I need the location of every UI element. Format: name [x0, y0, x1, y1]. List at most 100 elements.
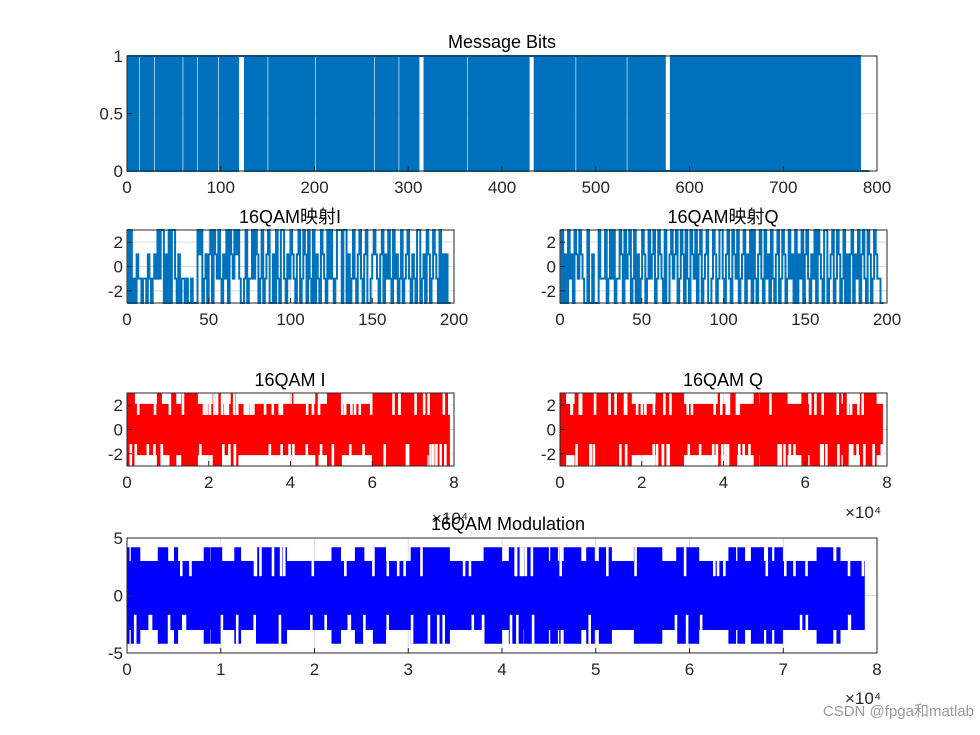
symbol-gap — [439, 444, 442, 466]
x-tick-label: 6 — [801, 473, 810, 492]
symbol-gap — [640, 393, 644, 415]
symbol-gap — [280, 393, 284, 415]
y-tick-label: 0 — [114, 258, 123, 277]
symbol-gap — [226, 393, 230, 415]
symbol-gap — [259, 547, 262, 577]
symbol-gap — [847, 614, 851, 644]
symbol-gap — [769, 393, 772, 415]
y-tick-label: 2 — [547, 233, 556, 252]
symbol-gap — [168, 393, 172, 415]
symbol-gap — [530, 547, 534, 577]
symbol-gap — [244, 393, 248, 415]
symbol-gap — [362, 444, 365, 466]
symbol-gap — [687, 444, 691, 466]
symbol-gap — [578, 393, 582, 415]
x-tick-label: 100 — [709, 310, 737, 329]
symbol-gap — [652, 393, 656, 415]
symbol-gap — [837, 444, 840, 466]
symbol-gap — [268, 444, 272, 466]
symbol-gap — [644, 393, 647, 415]
symbol-gap — [793, 547, 796, 577]
y-tick-label: -2 — [541, 445, 556, 464]
symbol-gap — [720, 444, 724, 466]
symbol-gap — [765, 547, 769, 577]
y-tick-label: -2 — [541, 282, 556, 301]
y-tick-label: 0.5 — [99, 105, 123, 124]
x-tick-label: 0 — [122, 473, 131, 492]
symbol-gap — [666, 444, 669, 466]
symbol-gap — [655, 444, 659, 466]
x-tick-label: 150 — [791, 310, 819, 329]
symbol-gap — [737, 444, 741, 466]
symbol-gap — [136, 393, 140, 415]
symbol-gap — [683, 547, 687, 577]
symbol-gap — [353, 393, 357, 415]
x-tick-label: 100 — [276, 310, 304, 329]
y-tick-label: 5 — [114, 529, 123, 548]
symbol-gap — [849, 393, 853, 415]
symbol-gap — [685, 614, 689, 644]
symbol-gap — [856, 444, 859, 466]
symbol-gap — [181, 614, 185, 644]
symbol-gap — [213, 393, 216, 415]
symbol-gap — [223, 393, 227, 415]
x-tick-label: 200 — [873, 310, 901, 329]
symbol-gap — [652, 444, 655, 466]
symbol-gap — [861, 547, 865, 577]
subplot-16qam-map-q: 0 50 100 150 200 -2 0 2 16QAM映射Q — [541, 207, 901, 329]
x-tick-label: 5 — [591, 660, 600, 679]
symbol-gap — [863, 444, 866, 466]
series-message-bits — [127, 55, 870, 172]
symbol-gap — [519, 547, 523, 577]
symbol-gap — [880, 444, 884, 466]
symbol-gap — [793, 444, 796, 466]
symbol-gap — [737, 393, 741, 415]
symbol-gap — [280, 444, 283, 466]
symbol-gap — [386, 614, 390, 644]
symbol-gap — [235, 393, 239, 415]
series-carrier-i — [127, 393, 451, 466]
symbol-gap — [252, 393, 255, 415]
x-exponent-label: ×10⁴ — [845, 689, 881, 708]
symbol-gap — [310, 614, 313, 644]
chart-title: 16QAM Modulation — [431, 514, 585, 534]
symbol-gap — [805, 614, 809, 644]
symbol-gap — [153, 444, 156, 466]
subplot-message-bits: 0 100 200 300 400 500 600 700 800 0 0.5 1 Message B… — [99, 32, 891, 197]
symbol-gap — [719, 393, 723, 415]
tick-labels: 0 50 100 150 200 -2 0 2 — [541, 233, 901, 329]
x-tick-label: 4 — [497, 660, 506, 679]
symbol-gap — [462, 547, 466, 577]
x-tick-label: 0 — [122, 310, 131, 329]
x-tick-label: 8 — [449, 473, 458, 492]
symbol-gap — [468, 547, 472, 577]
x-tick-label: 800 — [863, 178, 891, 197]
symbol-gap — [715, 444, 719, 466]
symbol-gap — [199, 444, 202, 466]
symbol-gap — [422, 393, 426, 415]
symbol-gap — [861, 393, 864, 415]
symbol-gap — [821, 393, 825, 415]
symbol-gap — [129, 444, 133, 466]
symbol-gap — [235, 614, 239, 644]
symbol-gap — [222, 444, 225, 466]
symbol-gap — [725, 393, 729, 415]
x-tick-label: 2 — [204, 473, 213, 492]
symbol-gap — [179, 547, 183, 577]
symbol-gap — [821, 444, 825, 466]
symbol-gap — [436, 614, 440, 644]
subplot-16qam-modulation: 0 1 2 3 4 5 6 7 8-505 16QAM Modulation ×10⁴ — [108, 514, 882, 708]
x-tick-label: 6 — [685, 660, 694, 679]
symbol-gap — [669, 393, 672, 415]
y-tick-label: 1 — [114, 47, 123, 66]
x-tick-label: 400 — [488, 178, 516, 197]
symbol-gap — [410, 614, 414, 644]
symbol-gap — [635, 393, 639, 415]
symbol-gap — [777, 444, 780, 466]
symbol-gap — [263, 393, 267, 415]
symbol-gap — [624, 444, 628, 466]
x-tick-label: 6 — [368, 473, 377, 492]
x-exponent-label: ×10⁴ — [432, 509, 468, 528]
x-tick-label: 2 — [310, 660, 319, 679]
x-tick-label: 500 — [582, 178, 610, 197]
